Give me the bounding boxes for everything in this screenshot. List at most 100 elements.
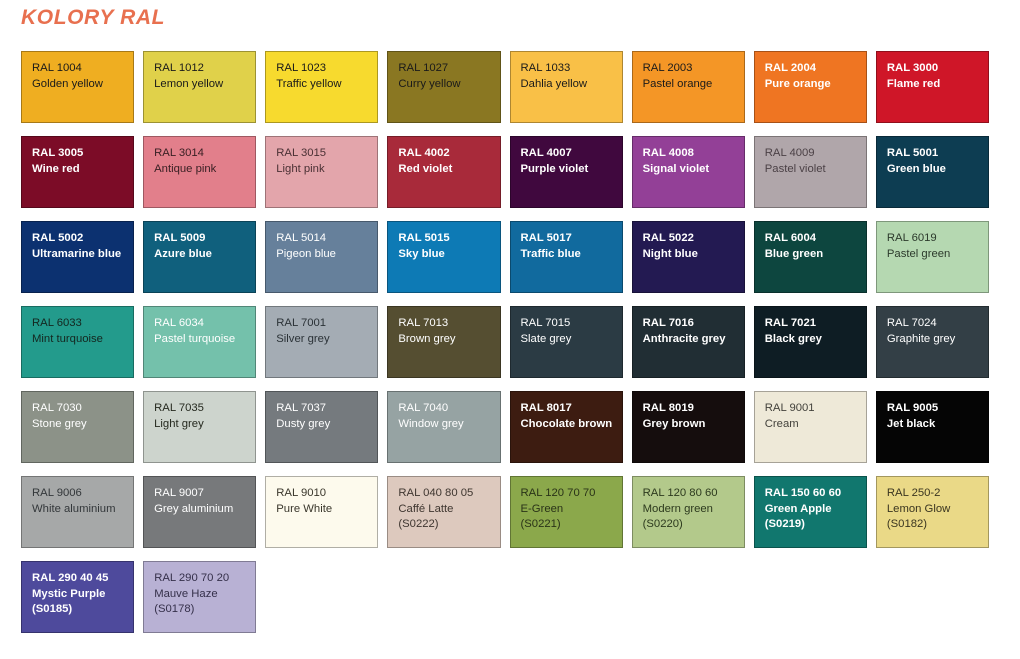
swatch-code: RAL 4007 — [520, 147, 572, 159]
swatch-name: Graphite grey — [886, 332, 956, 345]
swatch-code: RAL 9001 — [764, 402, 815, 414]
color-swatch[interactable]: RAL 1012 Lemon yellow — [143, 51, 257, 123]
swatch-code: RAL 2004 — [764, 62, 817, 74]
color-swatch[interactable]: RAL 120 70 70 E-Green (S0221) — [509, 476, 623, 548]
swatch-subcode: (S0222) — [398, 518, 439, 530]
color-swatch[interactable]: RAL 1033 Dahlia yellow — [509, 51, 623, 123]
color-swatch[interactable]: RAL 5017 Traffic blue — [509, 221, 623, 293]
color-swatch[interactable]: RAL 9001 Cream — [753, 391, 867, 463]
swatch-name: Signal violet — [642, 162, 710, 175]
color-swatch[interactable]: RAL 4007 Purple violet — [509, 136, 623, 208]
color-swatch[interactable]: RAL 5001 Green blue — [875, 136, 989, 208]
color-swatch[interactable]: RAL 1027 Curry yellow — [387, 51, 501, 123]
swatch-row: RAL 9006 White aluminium RAL 9007 Grey alum… — [21, 476, 989, 548]
swatch-code: RAL 8017 — [520, 402, 572, 414]
color-swatch[interactable]: RAL 150 60 60 Green Apple (S0219) — [753, 476, 867, 548]
color-swatch[interactable]: RAL 9007 Grey aluminium — [143, 476, 257, 548]
color-swatch[interactable]: RAL 6034 Pastel turquoise — [143, 306, 257, 378]
swatch-code: RAL 6019 — [886, 232, 937, 244]
color-swatch[interactable]: RAL 7040 Window grey — [387, 391, 501, 463]
swatch-code: RAL 3014 — [154, 147, 204, 159]
color-swatch[interactable]: RAL 3000 Flame red — [875, 51, 989, 123]
swatch-code: RAL 7016 — [642, 317, 694, 329]
swatch-row: RAL 6033 Mint turquoise RAL 6034 Pastel tur… — [21, 306, 989, 378]
color-swatch[interactable]: RAL 1023 Traffic yellow — [265, 51, 379, 123]
color-swatch[interactable]: RAL 3014 Antique pink — [143, 136, 257, 208]
color-swatch[interactable]: RAL 8017 Chocolate brown — [509, 391, 623, 463]
color-swatch[interactable]: RAL 7016 Anthracite grey — [631, 306, 745, 378]
color-swatch[interactable]: RAL 6019 Pastel green — [875, 221, 989, 293]
swatch-name: Grey aluminium — [154, 502, 234, 515]
color-swatch[interactable]: RAL 9010 Pure White — [265, 476, 379, 548]
color-swatch[interactable]: RAL 3015 Light pink — [265, 136, 379, 208]
color-swatch[interactable]: RAL 1004 Golden yellow — [21, 51, 135, 123]
swatch-code: RAL 3000 — [886, 62, 939, 74]
color-swatch[interactable]: RAL 3005 Wine red — [21, 136, 135, 208]
color-swatch[interactable]: RAL 7021 Black grey — [753, 306, 867, 378]
page-title: KOLORY RAL — [21, 6, 166, 29]
color-swatch[interactable]: RAL 5002 Ultramarine blue — [21, 221, 135, 293]
swatch-code: RAL 7040 — [398, 402, 449, 414]
color-swatch[interactable]: RAL 9006 White aluminium — [21, 476, 135, 548]
swatch-subcode: (S0221) — [520, 518, 561, 530]
swatch-name: Light grey — [154, 417, 204, 430]
color-swatch[interactable]: RAL 2003 Pastel orange — [631, 51, 745, 123]
color-swatch[interactable]: RAL 4008 Signal violet — [631, 136, 745, 208]
swatch-name: Jet black — [886, 417, 936, 430]
color-swatch[interactable]: RAL 5022 Night blue — [631, 221, 745, 293]
swatch-name: Golden yellow — [32, 77, 103, 90]
swatch-code: RAL 7013 — [398, 317, 449, 329]
color-swatch[interactable]: RAL 4009 Pastel violet — [753, 136, 867, 208]
swatch-row: RAL 7030 Stone grey RAL 7035 Light grey RAL … — [21, 391, 989, 463]
swatch-code: RAL 3005 — [32, 147, 84, 159]
swatch-code: RAL 6033 — [32, 317, 82, 329]
swatch-code: RAL 3015 — [276, 147, 327, 159]
swatch-code: RAL 1033 — [520, 62, 571, 74]
color-swatch[interactable]: RAL 5015 Sky blue — [387, 221, 501, 293]
swatch-name: Green Apple — [764, 502, 832, 515]
color-swatch[interactable]: RAL 7030 Stone grey — [21, 391, 135, 463]
swatch-name: Blue green — [764, 247, 824, 260]
color-swatch[interactable]: RAL 6004 Blue green — [753, 221, 867, 293]
swatch-code: RAL 2003 — [642, 62, 693, 74]
color-swatch[interactable]: RAL 290 40 45 Mystic Purple (S0185) — [21, 561, 135, 633]
color-swatch[interactable]: RAL 040 80 05 Caffé Latte (S0222) — [387, 476, 501, 548]
swatch-name: Pigeon blue — [276, 247, 336, 260]
color-swatch[interactable]: RAL 7024 Graphite grey — [875, 306, 989, 378]
color-swatch[interactable]: RAL 250-2 Lemon Glow (S0182) — [875, 476, 989, 548]
swatch-code: RAL 290 40 45 — [32, 572, 109, 584]
swatch-code: RAL 7001 — [276, 317, 327, 329]
color-swatch[interactable]: RAL 6033 Mint turquoise — [21, 306, 135, 378]
swatch-name: Traffic yellow — [276, 77, 342, 90]
swatch-code: RAL 120 70 70 — [520, 487, 596, 499]
color-swatch[interactable]: RAL 5014 Pigeon blue — [265, 221, 379, 293]
swatch-code: RAL 7037 — [276, 402, 327, 414]
swatch-name: Pure orange — [764, 77, 831, 90]
color-swatch[interactable]: RAL 4002 Red violet — [387, 136, 501, 208]
color-swatch[interactable]: RAL 7037 Dusty grey — [265, 391, 379, 463]
color-swatch[interactable]: RAL 7015 Slate grey — [509, 306, 623, 378]
color-swatch[interactable]: RAL 5009 Azure blue — [143, 221, 257, 293]
swatch-name: Silver grey — [276, 332, 330, 345]
swatch-name: Stone grey — [32, 417, 87, 430]
swatch-code: RAL 6004 — [764, 232, 817, 244]
swatch-name: White aluminium — [32, 502, 116, 515]
swatch-name: Traffic blue — [520, 247, 581, 260]
color-swatch[interactable]: RAL 8019 Grey brown — [631, 391, 745, 463]
color-swatch[interactable]: RAL 2004 Pure orange — [753, 51, 867, 123]
swatch-name: Ultramarine blue — [32, 247, 122, 260]
color-swatch[interactable]: RAL 7013 Brown grey — [387, 306, 501, 378]
swatch-name: Cream — [764, 417, 799, 430]
swatch-name: Antique pink — [154, 162, 217, 175]
color-swatch[interactable]: RAL 290 70 20 Mauve Haze (S0178) — [143, 561, 257, 633]
color-swatch[interactable]: RAL 7001 Silver grey — [265, 306, 379, 378]
swatch-code: RAL 120 80 60 — [642, 487, 718, 499]
swatch-subcode: (S0182) — [886, 518, 928, 530]
swatch-name: Curry yellow — [398, 77, 461, 90]
color-swatch[interactable]: RAL 9005 Jet black — [875, 391, 989, 463]
swatch-code: RAL 290 70 20 — [154, 572, 230, 584]
color-swatch[interactable]: RAL 120 80 60 Modern green (S0220) — [631, 476, 745, 548]
swatch-code: RAL 7030 — [32, 402, 82, 414]
swatch-name: Azure blue — [154, 247, 212, 260]
color-swatch[interactable]: RAL 7035 Light grey — [143, 391, 257, 463]
